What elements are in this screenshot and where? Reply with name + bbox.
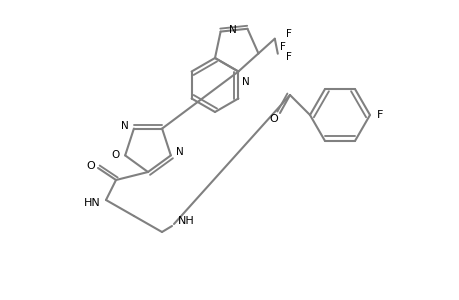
Text: N: N xyxy=(176,147,183,158)
Text: N: N xyxy=(121,121,129,130)
Text: F: F xyxy=(279,42,285,52)
Text: F: F xyxy=(285,29,291,39)
Text: O: O xyxy=(269,114,278,124)
Text: O: O xyxy=(86,161,95,171)
Text: N: N xyxy=(242,76,250,86)
Text: NH: NH xyxy=(177,216,194,226)
Text: O: O xyxy=(111,150,119,161)
Text: N: N xyxy=(228,25,236,34)
Text: F: F xyxy=(376,110,382,120)
Text: F: F xyxy=(285,52,291,62)
Text: HN: HN xyxy=(84,198,100,208)
